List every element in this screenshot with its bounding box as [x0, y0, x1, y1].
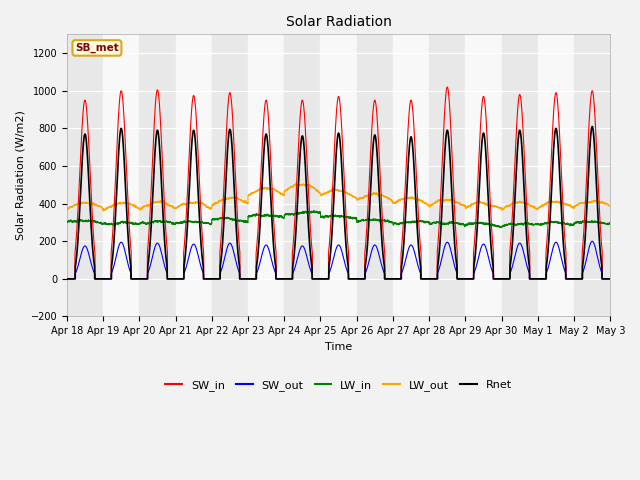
Bar [321, 35, 356, 316]
Legend: SW_in, SW_out, LW_in, LW_out, Rnet: SW_in, SW_out, LW_in, LW_out, Rnet [161, 376, 516, 396]
Bar [429, 35, 465, 316]
Bar [67, 35, 103, 316]
Bar [103, 35, 140, 316]
Bar [574, 35, 611, 316]
Bar [356, 35, 393, 316]
Bar [465, 35, 502, 316]
Text: SB_met: SB_met [75, 43, 119, 53]
Y-axis label: Solar Radiation (W/m2): Solar Radiation (W/m2) [15, 110, 25, 240]
Bar [140, 35, 175, 316]
Bar [212, 35, 248, 316]
Bar [175, 35, 212, 316]
Bar [538, 35, 574, 316]
Bar [393, 35, 429, 316]
Bar [502, 35, 538, 316]
Bar [284, 35, 321, 316]
X-axis label: Time: Time [325, 342, 352, 352]
Title: Solar Radiation: Solar Radiation [285, 15, 392, 29]
Bar [248, 35, 284, 316]
